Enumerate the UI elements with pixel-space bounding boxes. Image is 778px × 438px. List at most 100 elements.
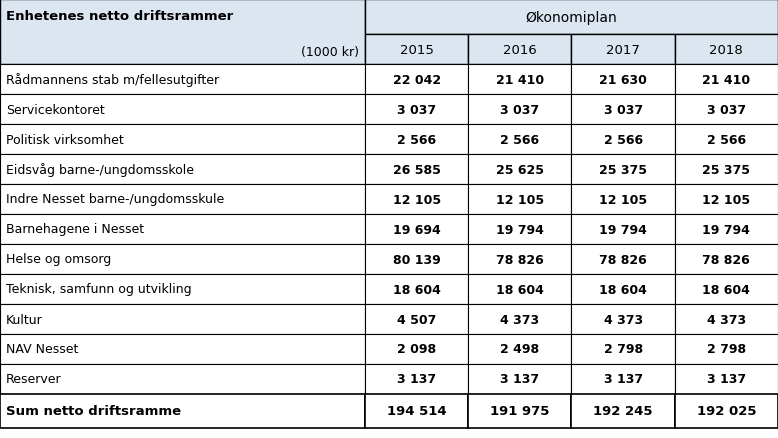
Text: 192 025: 192 025 [696, 405, 756, 417]
Text: 2 098: 2 098 [397, 343, 436, 356]
Text: 194 514: 194 514 [387, 405, 447, 417]
Text: 78 826: 78 826 [496, 253, 544, 266]
Text: 2 566: 2 566 [706, 133, 746, 146]
Bar [0, 304, 365, 334]
Text: 19 794: 19 794 [703, 223, 750, 236]
Bar [572, 215, 675, 244]
Bar [675, 394, 778, 428]
Text: 192 245: 192 245 [594, 405, 653, 417]
Text: 25 375: 25 375 [599, 163, 647, 176]
Bar [468, 364, 572, 394]
Bar [365, 394, 468, 428]
Text: Indre Nesset barne-/ungdomsskule: Indre Nesset barne-/ungdomsskule [6, 193, 224, 206]
Bar [365, 364, 468, 394]
Text: 25 375: 25 375 [703, 163, 750, 176]
Bar [572, 125, 675, 155]
Bar [675, 215, 778, 244]
Text: Rådmannens stab m/fellesutgifter: Rådmannens stab m/fellesutgifter [6, 73, 219, 87]
Bar [0, 334, 365, 364]
Text: 3 137: 3 137 [397, 373, 436, 385]
Bar [675, 304, 778, 334]
Text: 19 794: 19 794 [496, 223, 544, 236]
Bar [468, 184, 572, 215]
Text: 2 566: 2 566 [604, 133, 643, 146]
Bar [572, 394, 675, 428]
Bar [365, 184, 468, 215]
Text: Eidsvåg barne-/ungdomsskole: Eidsvåg barne-/ungdomsskole [6, 162, 194, 177]
Text: 3 037: 3 037 [500, 103, 539, 116]
Text: 2017: 2017 [606, 43, 640, 57]
Text: 4 373: 4 373 [500, 313, 539, 326]
Text: 2 798: 2 798 [706, 343, 746, 356]
Text: 4 373: 4 373 [706, 313, 746, 326]
Bar [675, 95, 778, 125]
Text: 21 630: 21 630 [599, 73, 647, 86]
Bar [572, 65, 675, 95]
Bar [572, 244, 675, 274]
Text: 2015: 2015 [400, 43, 433, 57]
Text: 2 566: 2 566 [500, 133, 539, 146]
Text: 3 037: 3 037 [397, 103, 436, 116]
Bar [675, 155, 778, 184]
Text: 78 826: 78 826 [703, 253, 750, 266]
Text: NAV Nesset: NAV Nesset [6, 343, 79, 356]
Bar [0, 125, 365, 155]
Text: 25 625: 25 625 [496, 163, 544, 176]
Bar [675, 184, 778, 215]
Bar [468, 274, 572, 304]
Text: 3 137: 3 137 [604, 373, 643, 385]
Bar [468, 304, 572, 334]
Text: 2 566: 2 566 [397, 133, 436, 146]
Bar [675, 274, 778, 304]
Bar [572, 184, 675, 215]
Text: Barnehagene i Nesset: Barnehagene i Nesset [6, 223, 144, 236]
Text: Økonomiplan: Økonomiplan [526, 11, 618, 25]
Text: 2 798: 2 798 [604, 343, 643, 356]
Text: Politisk virksomhet: Politisk virksomhet [6, 133, 124, 146]
Bar [468, 155, 572, 184]
Bar [572, 364, 675, 394]
Bar [0, 244, 365, 274]
Text: 3 037: 3 037 [706, 103, 746, 116]
Bar [0, 155, 365, 184]
Bar [675, 125, 778, 155]
Text: 21 410: 21 410 [496, 73, 544, 86]
Bar [675, 35, 778, 65]
Text: 21 410: 21 410 [703, 73, 751, 86]
Bar [468, 65, 572, 95]
Text: 2 498: 2 498 [500, 343, 539, 356]
Text: 18 604: 18 604 [599, 283, 647, 296]
Bar [468, 394, 572, 428]
Text: Helse og omsorg: Helse og omsorg [6, 253, 111, 266]
Text: 18 604: 18 604 [393, 283, 440, 296]
Bar [0, 274, 365, 304]
Text: 12 105: 12 105 [393, 193, 440, 206]
Bar [468, 125, 572, 155]
Bar [468, 334, 572, 364]
Bar [572, 274, 675, 304]
Bar [365, 0, 778, 35]
Bar [468, 35, 572, 65]
Bar [572, 35, 675, 65]
Text: Teknisk, samfunn og utvikling: Teknisk, samfunn og utvikling [6, 283, 191, 296]
Bar [365, 215, 468, 244]
Bar [468, 215, 572, 244]
Text: 4 373: 4 373 [604, 313, 643, 326]
Text: 22 042: 22 042 [393, 73, 440, 86]
Bar [675, 334, 778, 364]
Bar [365, 334, 468, 364]
Text: 3 137: 3 137 [500, 373, 539, 385]
Bar [675, 244, 778, 274]
Bar [572, 304, 675, 334]
Bar [0, 215, 365, 244]
Text: 18 604: 18 604 [496, 283, 544, 296]
Bar [365, 35, 468, 65]
Bar [365, 155, 468, 184]
Text: (1000 kr): (1000 kr) [301, 46, 359, 59]
Bar [468, 95, 572, 125]
Bar [0, 65, 365, 95]
Text: 2018: 2018 [710, 43, 743, 57]
Bar [0, 364, 365, 394]
Bar [365, 65, 468, 95]
Bar [365, 125, 468, 155]
